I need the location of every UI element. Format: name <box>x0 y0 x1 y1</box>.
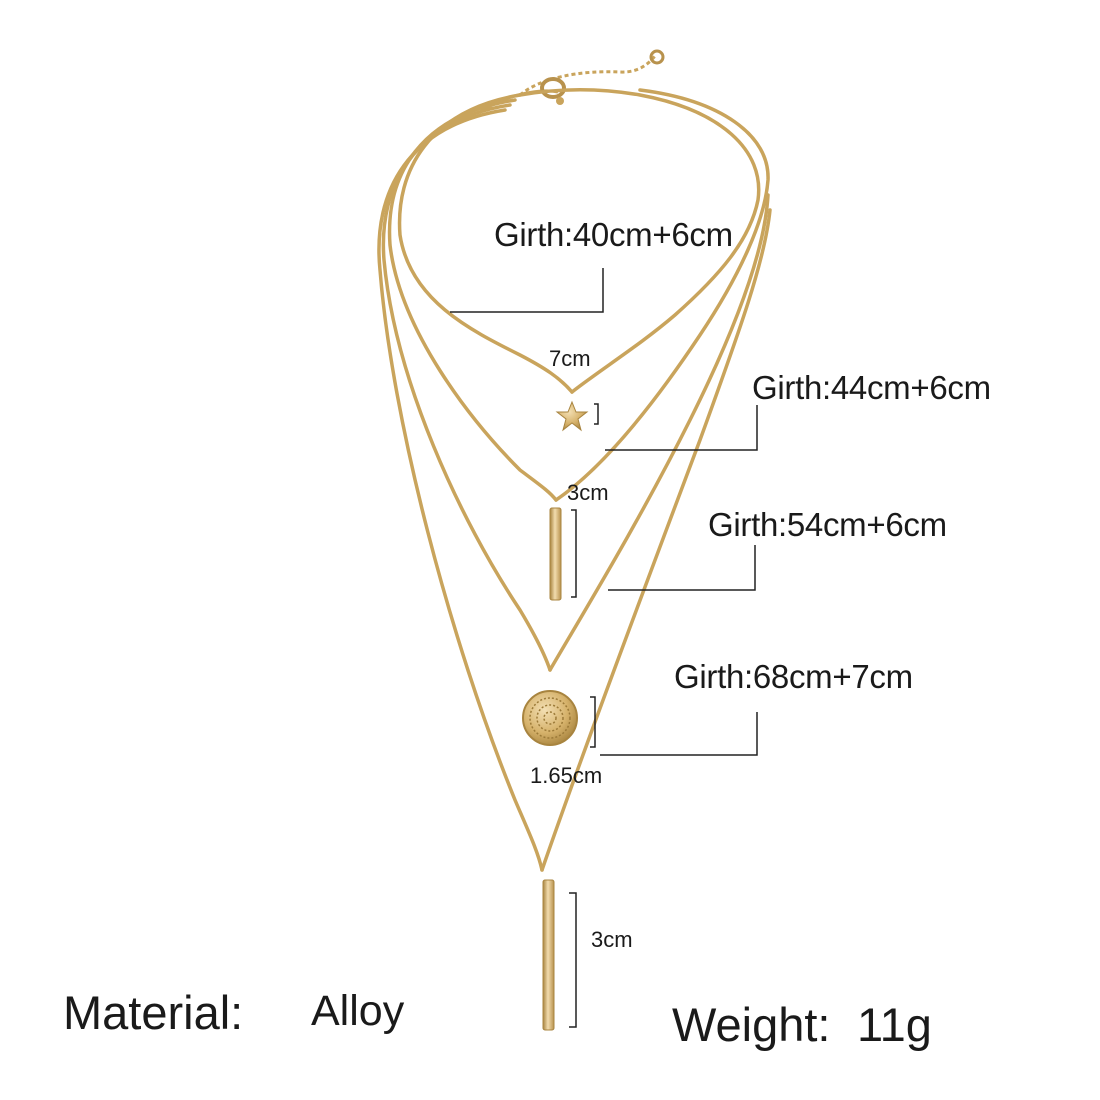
star-pendant <box>555 400 589 432</box>
material-value: Alloy <box>311 987 405 1035</box>
girth-label-strand-3: Girth:54cm+6cm <box>708 506 947 543</box>
star-size-label: 7cm <box>549 346 591 371</box>
coin-size-label: 1.65cm <box>530 763 603 788</box>
material-label: Material: <box>63 986 244 1039</box>
girth-label-strand-4: Girth:68cm+7cm <box>674 658 913 695</box>
weight-label: Weight: <box>672 998 831 1051</box>
weight-value: 11g <box>857 998 932 1051</box>
long-bar-size-label: 3cm <box>591 927 633 952</box>
short-bar-pendant <box>549 507 562 601</box>
dimension-brackets <box>569 403 599 1028</box>
girth-label-strand-2: Girth:44cm+6cm <box>752 369 991 406</box>
long-bar-pendant <box>542 879 555 1031</box>
leader-lines <box>450 268 758 756</box>
girth-label-strand-1: Girth:40cm+6cm <box>494 216 733 253</box>
short-bar-size-label: 3cm <box>567 480 609 505</box>
chain-strands <box>377 88 772 872</box>
coin-pendant <box>522 690 578 746</box>
